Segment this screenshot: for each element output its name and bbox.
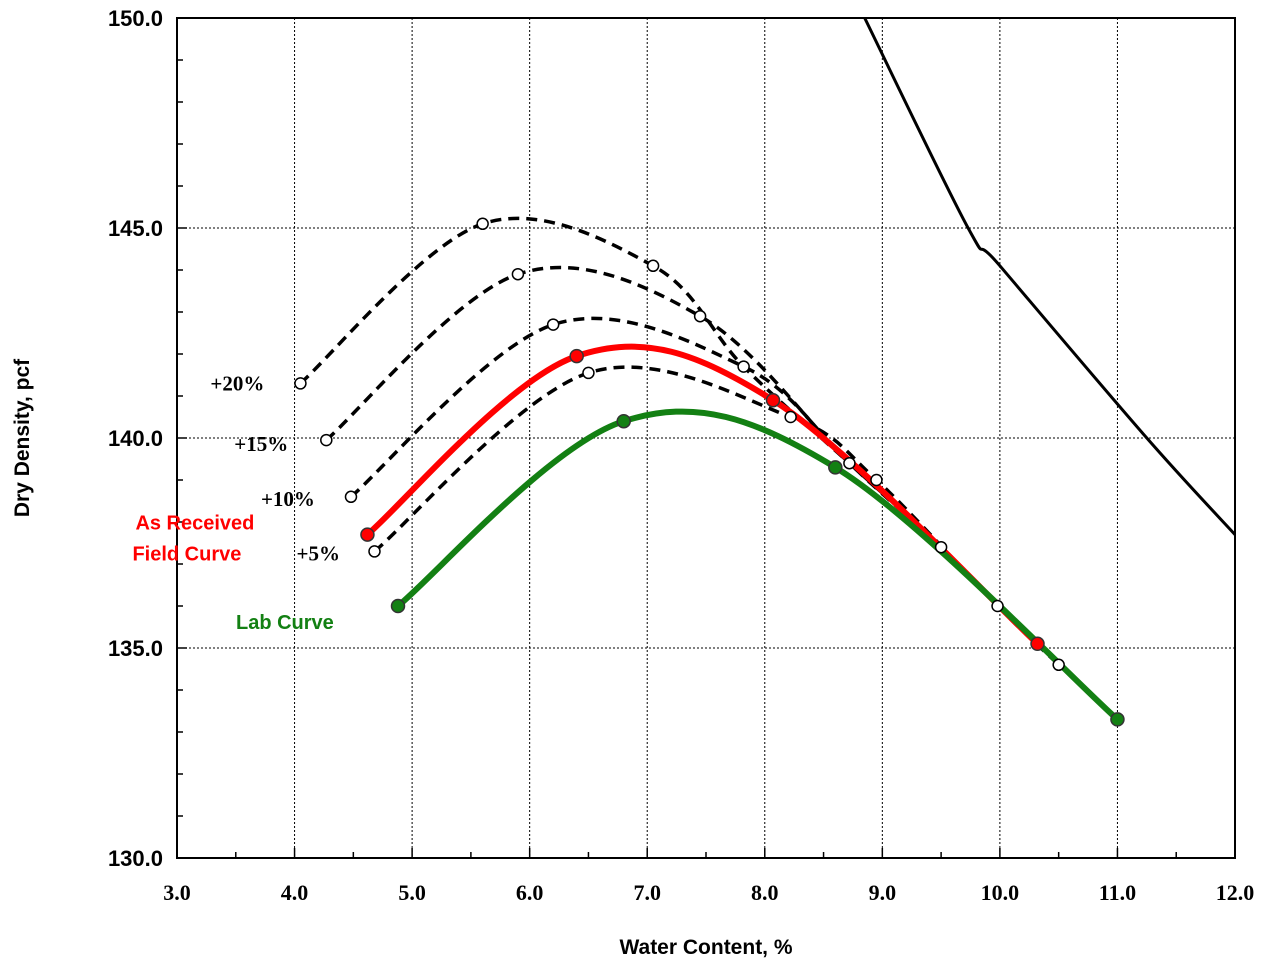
y-tick-label: 140.0 [108,426,163,451]
markers [294,217,1125,727]
y-tick-label: 130.0 [108,846,163,871]
annotation-5: +5% [296,541,339,565]
series-line-lab-curve [395,408,1121,723]
y-tick-label: 150.0 [108,6,163,31]
x-tick-label: 8.0 [751,880,779,905]
x-tick-label: 5.0 [398,880,426,905]
annotation-lab-curve: Lab Curve [236,612,334,634]
data-point-5 [991,599,1004,613]
grid [177,18,1235,858]
data-point-15 [511,267,525,281]
data-point-as-received-field-curve [765,392,781,408]
data-point-15 [320,433,333,447]
data-point-lab-curve [616,413,631,429]
x-tick-label: 11.0 [1099,880,1136,905]
data-point-lab-curve [1110,712,1125,727]
labels: +20% +15% +10% +5% As Received Field Curve Lab… [132,371,340,634]
x-tick-label: 12.0 [1216,880,1255,905]
data-point-10 [737,360,750,373]
ticks: 3.0 4.0 5.0 6.0 7.0 8.0 9.0 10.0 11.0 12.0 130.0 13… [108,6,1254,905]
x-tick-label: 4.0 [281,880,309,905]
data-point-10 [934,540,948,554]
data-point-20 [476,217,489,231]
x-tick-label: 7.0 [633,880,661,905]
data-point-5 [368,545,381,558]
data-point-5 [784,410,797,424]
data-point-as-received-field-curve [360,527,375,542]
annotation-field-curve: Field Curve [132,544,241,566]
curves [299,18,1235,723]
data-point-10 [546,318,560,331]
series-line-5 [373,365,1060,667]
series-line-10 [349,316,1060,667]
series-line-20 [299,216,1060,667]
series-line-saturation [863,18,1235,537]
data-point-10 [843,456,856,470]
x-tick-label: 3.0 [163,880,191,905]
x-axis-title: Water Content, % [619,936,792,959]
data-point-lab-curve [828,460,843,475]
data-point-15 [693,309,707,323]
annotation-as-received: As Received [135,513,254,535]
x-tick-label: 10.0 [981,880,1020,905]
y-tick-label: 135.0 [108,636,163,661]
data-point-lab-curve [390,598,406,614]
data-point-20 [294,377,307,390]
data-point-5 [582,366,595,380]
x-tick-label: 6.0 [516,880,544,905]
data-point-as-received-field-curve [1030,636,1045,652]
annotation-20: +20% [210,371,264,395]
series-line-as-received-field-curve [364,343,1041,647]
y-tick-label: 145.0 [108,216,163,241]
x-tick-label: 9.0 [869,880,897,905]
data-point-20 [646,259,660,273]
data-point-10 [344,490,358,504]
annotation-15: +15% [234,432,288,456]
data-point-as-received-field-curve [569,348,584,364]
data-point-10 [1052,658,1065,672]
data-point-5 [870,473,883,487]
y-axis-title: Dry Density, pcf [11,358,34,517]
annotation-10: +10% [261,487,315,511]
